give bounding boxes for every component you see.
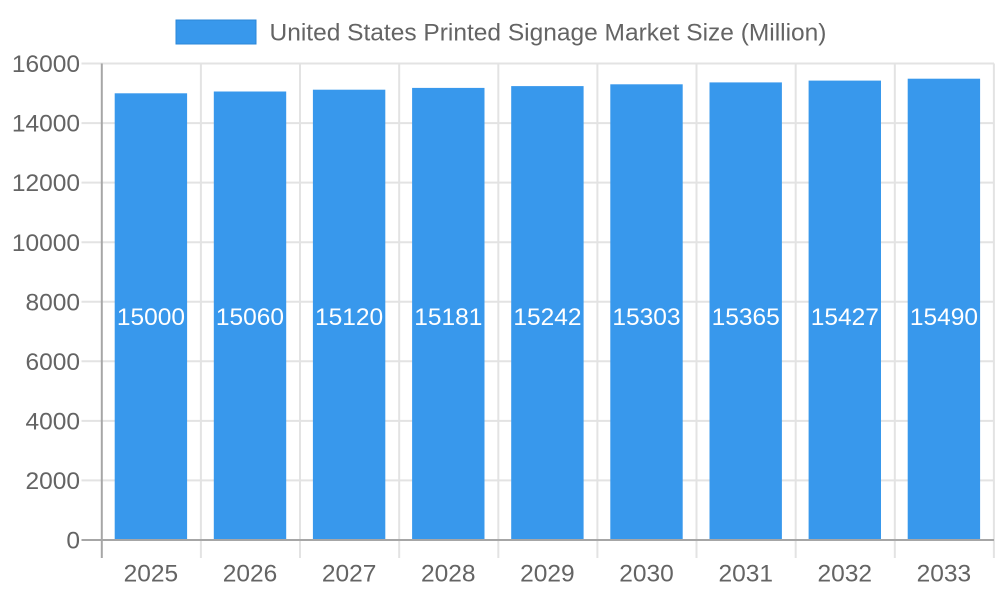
svg-text:15303: 15303 xyxy=(612,304,680,331)
svg-text:15427: 15427 xyxy=(811,304,879,331)
svg-text:6000: 6000 xyxy=(25,349,80,376)
svg-text:16000: 16000 xyxy=(12,51,80,78)
svg-text:United States Printed Signage: United States Printed Signage Market Siz… xyxy=(270,19,827,46)
svg-text:2029: 2029 xyxy=(520,561,575,588)
svg-text:12000: 12000 xyxy=(12,170,80,197)
svg-text:2033: 2033 xyxy=(917,561,972,588)
svg-text:2028: 2028 xyxy=(421,561,476,588)
svg-text:15242: 15242 xyxy=(513,304,581,331)
svg-text:15120: 15120 xyxy=(315,304,383,331)
svg-text:2030: 2030 xyxy=(619,561,674,588)
svg-text:8000: 8000 xyxy=(25,289,80,316)
svg-text:15060: 15060 xyxy=(216,304,284,331)
svg-text:14000: 14000 xyxy=(12,111,80,138)
svg-text:15365: 15365 xyxy=(712,304,780,331)
svg-text:4000: 4000 xyxy=(25,409,80,436)
svg-text:2026: 2026 xyxy=(223,561,278,588)
svg-text:2000: 2000 xyxy=(25,468,80,495)
svg-text:0: 0 xyxy=(66,528,80,555)
svg-text:15181: 15181 xyxy=(414,304,482,331)
svg-text:10000: 10000 xyxy=(12,230,80,257)
svg-text:2027: 2027 xyxy=(322,561,377,588)
svg-text:2025: 2025 xyxy=(124,561,179,588)
svg-text:2032: 2032 xyxy=(818,561,873,588)
svg-text:15490: 15490 xyxy=(910,304,978,331)
svg-text:2031: 2031 xyxy=(718,561,773,588)
svg-text:15000: 15000 xyxy=(117,304,185,331)
